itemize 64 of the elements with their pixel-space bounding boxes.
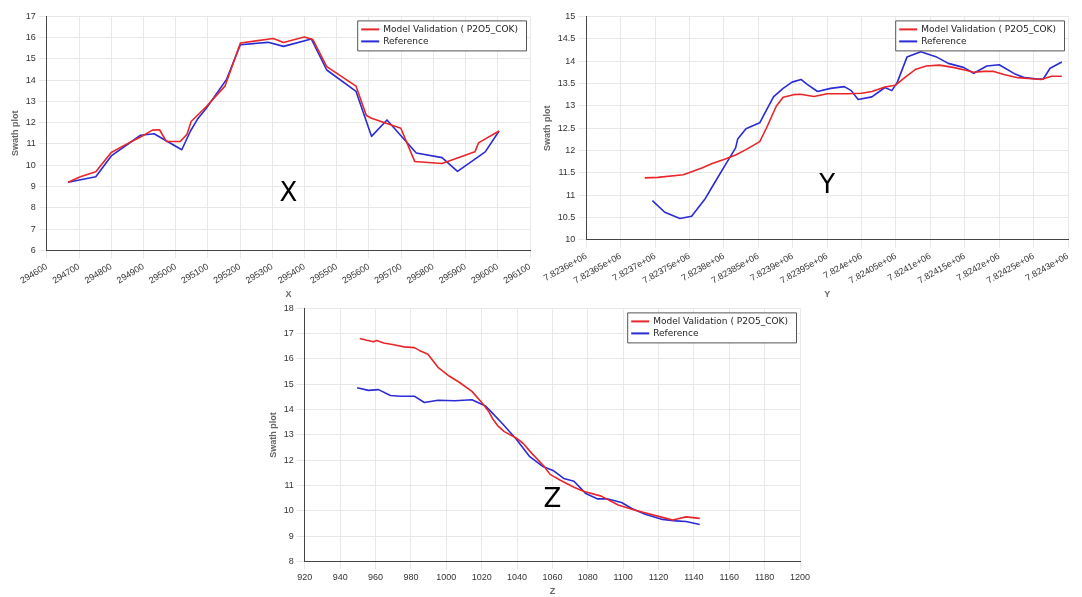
- legend-label: Reference: [383, 35, 429, 46]
- y-tick-label: 10: [283, 505, 294, 516]
- y-tick-label: 12: [565, 145, 576, 156]
- annotation: Z: [543, 483, 562, 514]
- y-tick-label: 15: [25, 53, 36, 64]
- y-tick-label: 13: [565, 100, 576, 111]
- y-tick-label: 11: [284, 479, 294, 490]
- y-tick-label: 16: [283, 353, 294, 364]
- x-tick-label: 1060: [542, 572, 563, 583]
- y-tick-label: 13: [283, 429, 294, 440]
- y-tick-label: 10: [25, 159, 36, 170]
- y-tick-label: 9: [288, 530, 294, 541]
- annotation: Y: [818, 169, 836, 200]
- x-tick-label: 980: [403, 572, 419, 583]
- y-tick-label: 11: [565, 189, 576, 200]
- y-tick-label: 6: [30, 244, 36, 255]
- x-tick-label: 1200: [789, 572, 811, 583]
- y-tick-label: 15: [565, 10, 576, 21]
- legend-label: Model Validation ( P2O5_COK): [383, 23, 519, 34]
- y-tick-label: 12: [25, 117, 36, 128]
- x-tick-label: 1180: [754, 572, 775, 583]
- y-axis-title: Swath plot: [541, 105, 552, 151]
- y-tick-label: 10.5: [557, 212, 576, 223]
- y-tick-label: 11.5: [558, 167, 576, 178]
- y-tick-label: 14.5: [557, 33, 576, 44]
- x-tick-label: 1040: [507, 572, 528, 583]
- legend-label: Model Validation ( P2O5_COK): [653, 315, 789, 326]
- y-tick-label: 9: [30, 181, 36, 192]
- y-tick-label: 11: [26, 138, 36, 149]
- x-tick-label: 920: [297, 572, 313, 583]
- x-axis-title: Y: [824, 289, 831, 300]
- y-tick-label: 16: [25, 32, 36, 43]
- y-tick-label: 12.5: [557, 122, 576, 133]
- y-tick-label: 13: [25, 95, 36, 106]
- y-tick-label: 14: [565, 55, 576, 66]
- y-tick-label: 8: [30, 202, 36, 213]
- y-tick-label: 17: [25, 10, 36, 21]
- y-tick-label: 14: [283, 404, 294, 415]
- y-tick-label: 15: [283, 378, 294, 389]
- legend-label: Reference: [653, 327, 699, 338]
- x-axis-title: Z: [549, 586, 556, 597]
- x-tick-label: 1000: [436, 572, 457, 583]
- y-axis-title: Swath plot: [267, 412, 278, 458]
- x-axis-title: X: [285, 289, 292, 300]
- x-tick-label: 940: [332, 572, 348, 583]
- y-tick-label: 8: [288, 555, 294, 566]
- x-tick-label: 1160: [719, 572, 739, 583]
- y-tick-label: 18: [283, 302, 294, 313]
- y-tick-label: 17: [283, 328, 294, 339]
- x-tick-label: 960: [368, 572, 384, 583]
- y-tick-label: 12: [283, 454, 294, 465]
- x-tick-label: 1140: [684, 572, 704, 583]
- x-tick-label: 1120: [648, 572, 669, 583]
- x-tick-label: 1020: [471, 572, 492, 583]
- y-tick-label: 10: [565, 234, 576, 245]
- y-axis-title: Swath plot: [9, 110, 20, 157]
- y-tick-label: 7: [30, 223, 36, 234]
- y-tick-label: 13.5: [557, 77, 576, 88]
- legend-label: Model Validation ( P2O5_COK): [921, 23, 1057, 34]
- annotation: X: [279, 176, 298, 207]
- y-tick-label: 14: [25, 74, 36, 85]
- legend-label: Reference: [921, 35, 967, 46]
- x-tick-label: 1100: [613, 572, 633, 583]
- x-tick-label: 1080: [577, 572, 598, 583]
